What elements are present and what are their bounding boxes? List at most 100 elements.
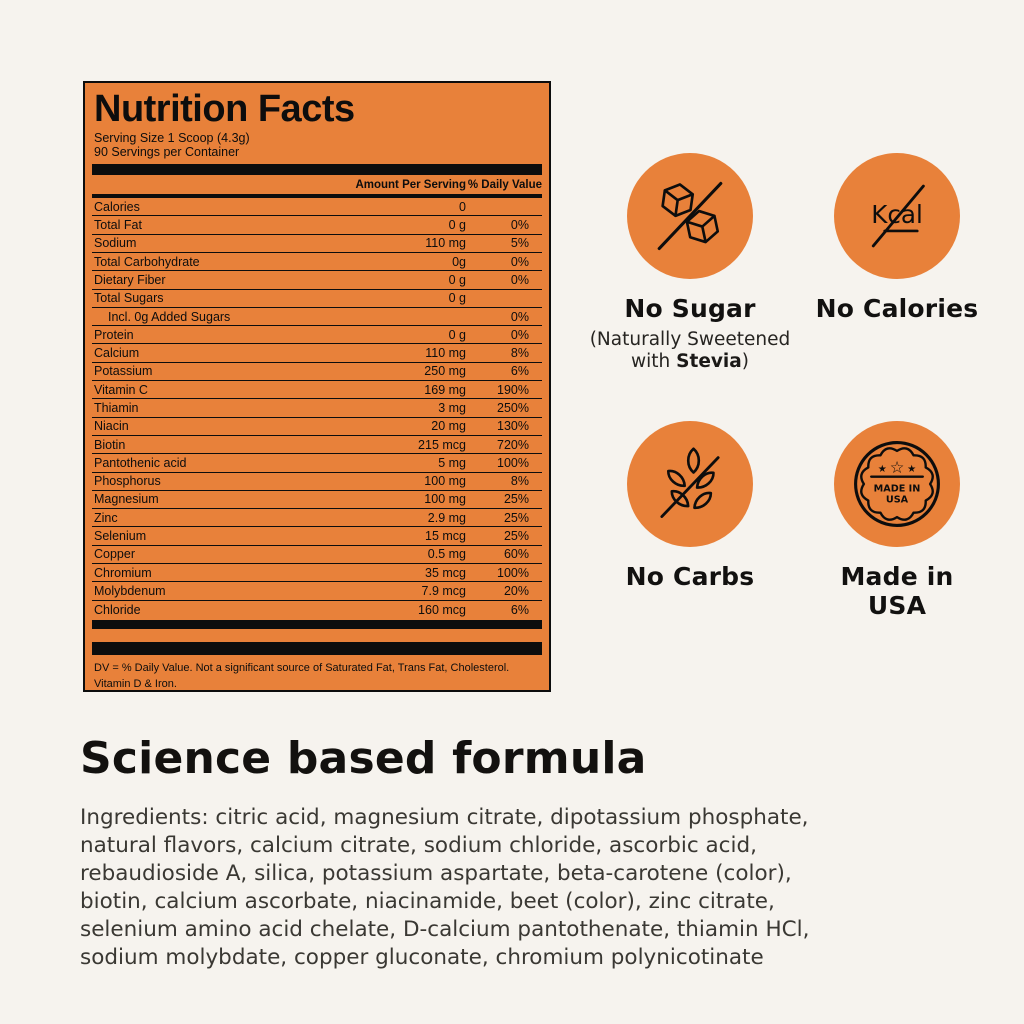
nutrient-dv: 8% <box>510 474 529 489</box>
table-row-total-sugars: Total Sugars 0 g <box>92 290 542 308</box>
nutrient-dv: 0% <box>510 309 529 324</box>
nutrient-amount: 100 mg <box>424 492 466 507</box>
divider-bar-bottom-2 <box>92 641 542 655</box>
nutrient-dv: 25% <box>503 492 529 507</box>
nutrient-amount: 215 mcg <box>418 437 466 452</box>
badge-text-line1: MADE IN <box>874 483 921 494</box>
nutrient-name: Total Sugars <box>94 291 164 306</box>
table-row-chloride: Chloride 160 mcg 6% <box>92 601 542 619</box>
no-carbs-icon <box>660 447 720 518</box>
nutrient-name: Thiamin <box>94 401 139 415</box>
nutrient-name: Selenium <box>94 529 147 544</box>
no-sugar-icon <box>657 181 723 251</box>
table-row-calcium: Calcium 110 mg 8% <box>92 344 542 363</box>
nutrient-amount: 110 mg <box>425 236 466 251</box>
nutrition-facts-title: Nutrition Facts <box>94 88 355 130</box>
table-row-sodium: Sodium 110 mg 5% <box>92 235 542 253</box>
table-row-niacin: Niacin 20 mg 130% <box>92 418 542 436</box>
nutrition-facts-label: Nutrition Facts Serving Size 1 Scoop (4.… <box>83 81 551 692</box>
svg-text:Kcal: Kcal <box>871 200 923 229</box>
no-calories-circle: Kcal <box>834 153 960 279</box>
table-row-selenium: Selenium 15 mcg 25% <box>92 527 542 546</box>
table-row-magnesium: Magnesium 100 mg 25% <box>92 491 542 510</box>
feature-no-carbs: No Carbs <box>555 421 825 591</box>
no-carbs-circle <box>627 421 753 547</box>
nutrient-name: Chloride <box>94 602 141 617</box>
nutrient-name: Calories <box>94 199 140 214</box>
table-row-protein: Protein 0 g 0% <box>92 326 542 345</box>
divider-bar-medium <box>92 193 542 199</box>
nutrient-dv: 720% <box>497 437 529 452</box>
nutrient-amount: 2.9 mg <box>427 510 466 525</box>
nutrient-dv: 0% <box>510 272 529 287</box>
nutrient-amount: 0 g <box>448 272 466 287</box>
table-row-phosphorus: Phosphorus 100 mg 8% <box>92 473 542 491</box>
nutrient-dv: 130% <box>497 419 529 434</box>
table-header-row: Amount Per Serving % Daily Value <box>92 175 542 194</box>
nutrient-name: Total Carbohydrate <box>94 254 200 269</box>
right-star: ★ <box>907 464 916 475</box>
science-section: Science based formula Ingredients: citri… <box>80 733 980 972</box>
left-star: ★ <box>878 464 887 475</box>
nutrient-dv: 100% <box>497 455 529 470</box>
nutrient-name: Total Fat <box>94 218 142 233</box>
nutrient-name: Pantothenic acid <box>94 455 187 470</box>
table-row-copper: Copper 0.5 mg 60% <box>92 546 542 565</box>
nutrient-amount: 250 mg <box>424 364 466 379</box>
nutrient-amount: 0.5 mg <box>427 547 466 562</box>
feature-label-no-sugar: No Sugar <box>624 294 756 323</box>
nutrient-dv: 190% <box>497 382 529 397</box>
feature-no-sugar: No Sugar (Naturally Sweetened with Stevi… <box>555 153 825 373</box>
nutrient-dv: 100% <box>497 565 529 580</box>
nutrient-name: Vitamin C <box>94 382 148 397</box>
nutrient-dv: 5% <box>510 236 529 251</box>
servings-per-container: 90 Servings per Container <box>94 144 240 159</box>
nutrient-dv: 60% <box>503 547 529 562</box>
nutrition-table: Calories 0 Total Fat 0 g 0% Sodium 110 mg 5% … <box>92 198 542 619</box>
daily-value-footnote: DV = % Daily Value. Not a significant so… <box>94 661 510 691</box>
table-row-pantothenic-acid: Pantothenic acid 5 mg 100% <box>92 454 542 473</box>
no-calories-icon: Kcal <box>871 184 925 248</box>
table-row-potassium: Potassium 250 mg 6% <box>92 363 542 382</box>
nutrient-name: Zinc <box>94 510 118 525</box>
nutrient-name: Copper <box>94 547 135 562</box>
center-star: ☆ <box>890 458 905 477</box>
nutrient-dv: 0% <box>510 254 529 269</box>
stevia-emphasis: Stevia <box>676 351 742 372</box>
badge-text-line2: USA <box>886 494 909 505</box>
made-in-usa-circle: ☆ ★ ★ MADE IN USA <box>834 421 960 547</box>
ingredients-paragraph: Ingredients: citric acid, magnesium citr… <box>80 805 810 970</box>
nutrient-dv: 250% <box>497 401 529 415</box>
nutrient-amount: 0 g <box>448 218 466 233</box>
nutrient-amount: 7.9 mcg <box>421 583 466 598</box>
nutrient-amount: 35 mcg <box>425 565 466 580</box>
table-row-total-fat: Total Fat 0 g 0% <box>92 216 542 235</box>
table-row-molybdenum: Molybdenum 7.9 mcg 20% <box>92 582 542 601</box>
made-in-usa-icon: ☆ ★ ★ MADE IN USA <box>854 441 940 527</box>
daily-value-header: % Daily Value <box>467 178 542 191</box>
nutrient-amount: 3 mg <box>438 401 466 415</box>
feature-made-in-usa: ☆ ★ ★ MADE IN USA Made in USA <box>762 421 1024 620</box>
nutrient-amount: 0 g <box>448 327 466 342</box>
nutrient-amount: 15 mcg <box>425 529 466 544</box>
nutrient-dv: 8% <box>510 346 529 361</box>
nutrient-amount: 5 mg <box>438 455 466 470</box>
nutrient-name: Niacin <box>94 419 129 434</box>
table-row-biotin: Biotin 215 mcg 720% <box>92 436 542 455</box>
divider-bar-thick <box>92 163 542 175</box>
nutrient-name: Protein <box>94 327 134 342</box>
table-row-total-carbohydrate: Total Carbohydrate 0g 0% <box>92 253 542 272</box>
nutrient-name: Dietary Fiber <box>94 272 166 287</box>
nutrient-name: Molybdenum <box>94 583 166 598</box>
section-heading: Science based formula <box>80 733 647 784</box>
serving-size: Serving Size 1 Scoop (4.3g) <box>94 131 250 145</box>
nutrient-name: Incl. 0g Added Sugars <box>108 309 231 324</box>
nutrient-dv: 20% <box>503 583 529 598</box>
nutrient-dv: 0% <box>510 327 529 342</box>
nutrient-name: Magnesium <box>94 492 159 507</box>
feature-label-made-in-usa: Made in USA <box>840 562 954 620</box>
nutrient-dv: 6% <box>510 602 529 617</box>
nutrient-amount: 0 <box>459 199 466 214</box>
nutrient-amount: 160 mcg <box>418 602 466 617</box>
